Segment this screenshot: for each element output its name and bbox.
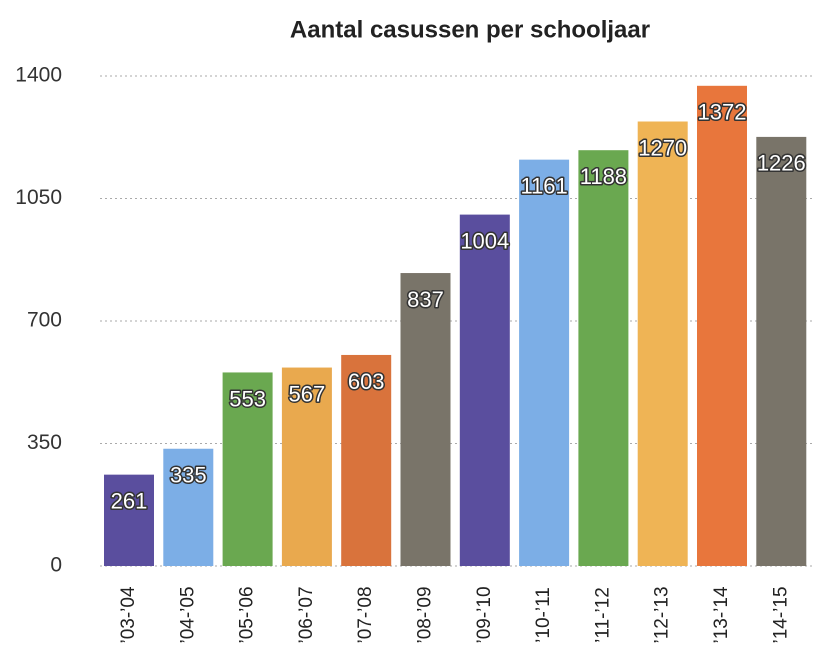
x-tick-label: ’08-’09: [415, 586, 436, 643]
value-label: 837: [407, 287, 444, 312]
y-tick-label: 1050: [15, 186, 62, 209]
x-tick-label: ’13-’14: [711, 586, 732, 643]
y-tick-label: 700: [27, 309, 62, 332]
x-tick-label: ’12-’13: [652, 586, 673, 643]
y-tick-label: 350: [27, 431, 62, 454]
bar: [519, 159, 570, 566]
x-tick-label: ’11-’12: [592, 587, 613, 643]
x-tick-label: ’14-’15: [770, 586, 791, 643]
bar: [637, 121, 688, 566]
y-tick-label: 0: [50, 554, 62, 577]
bar: [222, 372, 273, 566]
bar: [400, 273, 451, 566]
chart-title: Aantal casussen per schooljaar: [290, 16, 650, 43]
bar: [341, 354, 392, 566]
value-label: 553: [229, 386, 266, 411]
bar: [281, 367, 332, 566]
x-tick-label: ’09-’10: [474, 586, 495, 643]
x-tick-label: ’05-’06: [237, 586, 258, 643]
bar: [104, 474, 154, 566]
value-label: 261: [111, 488, 148, 513]
y-tick-label: 1400: [15, 64, 62, 87]
value-label: 1188: [580, 164, 627, 189]
x-tick-label: ’06-’07: [296, 586, 317, 643]
x-tick-label: ’04-’05: [177, 586, 198, 643]
value-label: 1004: [460, 228, 509, 253]
value-label: 567: [289, 381, 326, 406]
bar: [697, 85, 747, 567]
bar: [578, 150, 629, 566]
value-label: 1226: [757, 151, 806, 176]
bar: [756, 136, 807, 566]
value-label: 335: [170, 463, 207, 488]
value-label: 603: [348, 369, 385, 394]
bar: [459, 214, 510, 566]
x-tick-label: ’03-’04: [118, 586, 139, 643]
value-label: 1372: [698, 100, 747, 125]
value-label: 1161: [520, 173, 567, 198]
bar: [163, 448, 214, 566]
value-label: 1270: [638, 135, 687, 160]
x-tick-label: ’10-’11: [533, 587, 554, 643]
x-tick-label: ’07-’08: [355, 586, 376, 643]
